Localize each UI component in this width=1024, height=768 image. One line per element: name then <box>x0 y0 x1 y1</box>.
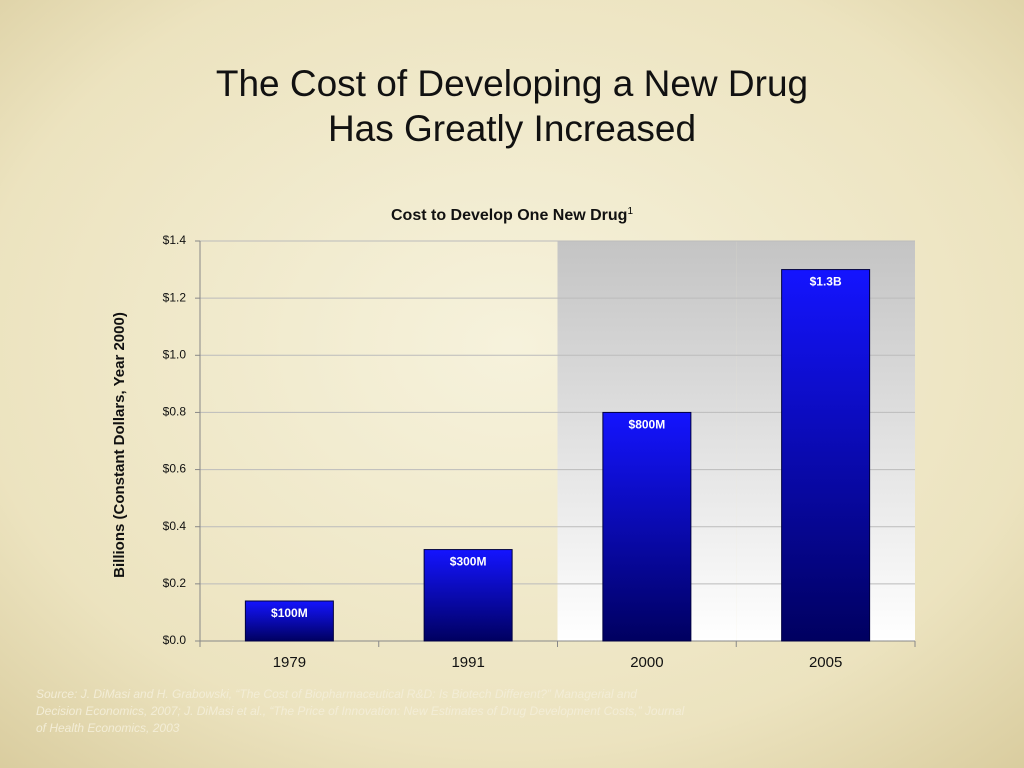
y-tick-label: $0.0 <box>163 633 187 647</box>
bar <box>602 411 692 642</box>
chart-title-text: Cost to Develop One New Drug <box>391 207 627 224</box>
slide-title: The Cost of Developing a New Drug <box>216 63 808 104</box>
slide-title: Has Greatly Increased <box>328 108 696 149</box>
value-label: $1.3B <box>810 275 842 289</box>
value-label: $300M <box>450 555 487 569</box>
value-label: $100M <box>271 606 308 620</box>
y-tick-label: $0.8 <box>163 405 187 419</box>
y-tick-label: $1.4 <box>163 233 187 247</box>
y-axis-label: Billions (Constant Dollars, Year 2000) <box>111 312 128 578</box>
y-tick-label: $0.6 <box>163 462 187 476</box>
y-tick-label: $1.0 <box>163 347 187 361</box>
chart-title: Cost to Develop One New Drug1 <box>391 206 633 225</box>
bar <box>423 549 513 642</box>
bar <box>244 600 334 642</box>
y-tick-label: $0.4 <box>163 519 187 533</box>
footnote: Decision Economics, 2007; J. DiMasi et a… <box>36 704 685 718</box>
plot: $0.0 $0.2 $0.4 $0.6 $0.8 $1.0 $1.2 $1.4 1979 $100… <box>163 233 916 671</box>
footnote: of Health Economics, 2003 <box>36 721 180 735</box>
title-note: 1 <box>627 206 633 217</box>
x-tick-label: 1991 <box>451 654 484 671</box>
y-tick-label: $0.2 <box>163 576 187 590</box>
footnote: Source: J. DiMasi and H. Grabowski, “The… <box>36 687 637 701</box>
y-tick-label: $1.2 <box>163 290 187 304</box>
value-label: $800M <box>629 418 666 432</box>
bar <box>781 269 871 642</box>
x-tick-label: 1979 <box>273 654 306 671</box>
x-tick-label: 2005 <box>809 654 842 671</box>
x-tick-label: 2000 <box>630 654 663 671</box>
